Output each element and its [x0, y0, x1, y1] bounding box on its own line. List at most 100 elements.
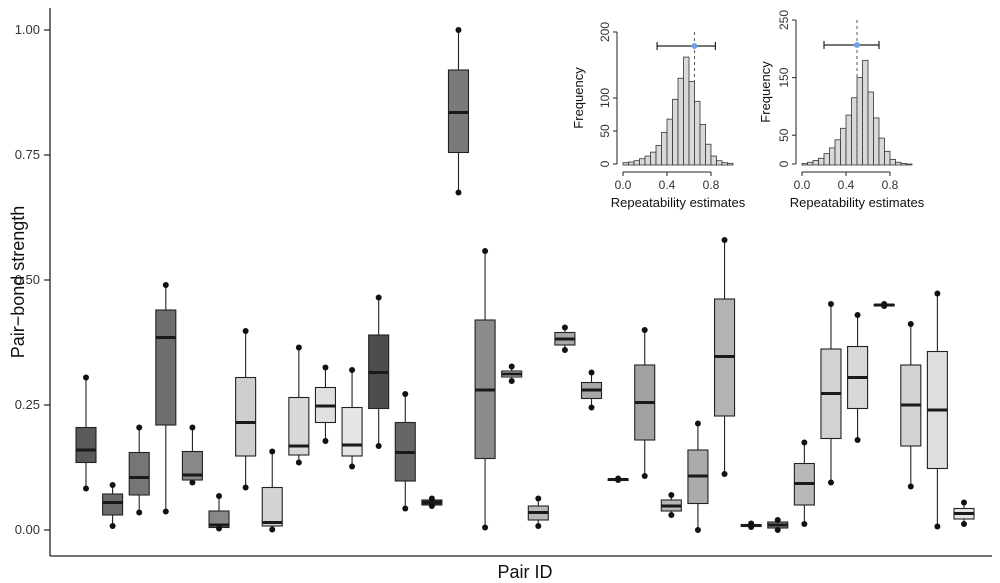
box-body [155, 309, 177, 426]
whisker-high-point [269, 448, 276, 455]
whisker-high-point [535, 495, 542, 502]
inset-y-axis-title: Frequency [758, 61, 773, 123]
y-axis-ticks: 0.00 0.25 0.50 0.75 1.00 [15, 22, 50, 537]
whisker-high-point [295, 344, 302, 351]
histogram-bar [834, 139, 841, 166]
histogram-bar [639, 158, 646, 166]
y-tick-label: 0.25 [15, 397, 40, 412]
box-1 [75, 374, 97, 492]
histogram-bar [666, 118, 673, 166]
histogram-bar [818, 157, 825, 166]
whisker-high-point [402, 391, 409, 397]
inset-x-tick-label: 0.4 [838, 178, 855, 192]
histogram-bar [644, 155, 651, 166]
histogram-bar [867, 91, 874, 166]
whisker-high-point [801, 439, 808, 446]
histogram-bar [884, 150, 891, 166]
histogram-bar [710, 155, 717, 166]
box-body [75, 426, 97, 464]
histogram-bar [677, 77, 684, 166]
box-30 [847, 312, 869, 443]
inset-y-tick-label: 0 [598, 160, 612, 167]
inset-y-tick-label: 250 [777, 10, 791, 30]
point-estimate-dot [691, 43, 698, 49]
histogram-bar [856, 77, 863, 166]
histogram-bar [683, 56, 690, 166]
box-23 [660, 492, 682, 518]
whisker-high-point [641, 327, 648, 333]
histogram-bar [862, 59, 869, 166]
box-32 [900, 321, 922, 490]
whisker-low-point [269, 526, 276, 533]
histogram-bar [716, 160, 723, 166]
whisker-low-point [83, 485, 89, 492]
whisker-high-point [482, 248, 489, 254]
histogram-bar [661, 131, 668, 166]
box-body [128, 451, 150, 496]
inset-x-tick-label: 0.0 [794, 178, 811, 192]
histogram-bar [807, 161, 814, 166]
y-tick-label: 0.75 [15, 147, 40, 162]
whisker-low-point [854, 437, 861, 443]
histogram-bar [895, 161, 902, 166]
inset-y-tick-label: 200 [598, 22, 612, 42]
histogram-bar [655, 145, 662, 166]
inset-x-tick-label: 0.8 [882, 178, 899, 192]
whisker-low-point [615, 477, 622, 483]
histogram-bar [889, 158, 896, 166]
whisker-low-point [162, 508, 169, 515]
histogram-bar [906, 163, 913, 166]
whisker-high-point [136, 424, 143, 431]
histogram-bar [900, 163, 907, 166]
box-18 [527, 495, 549, 529]
box-10 [314, 364, 337, 444]
histogram-bar [829, 147, 836, 166]
whisker-low-point [535, 523, 542, 529]
whisker-high-point [349, 367, 356, 373]
histogram-bar [688, 81, 695, 166]
whisker-low-point [216, 525, 223, 532]
whisker-low-point [295, 459, 302, 466]
whisker-low-point [109, 523, 116, 529]
box-31 [873, 301, 895, 309]
whisker-high-point [189, 424, 196, 431]
histogram-bar [699, 124, 706, 166]
inset-y-tick-label: 50 [777, 128, 791, 142]
box-27 [767, 517, 789, 533]
box-34 [953, 499, 975, 527]
whisker-low-point [136, 509, 143, 516]
box-7 [235, 328, 257, 491]
x-axis-title: Pair ID [497, 562, 552, 582]
histogram-bar [622, 162, 629, 166]
inset-y-tick-label: 0 [777, 160, 791, 167]
box-29 [820, 301, 842, 486]
point-estimate-dot [854, 42, 860, 48]
main-boxplot: 0.000.250.500.751.00 Pair ID Pair−bond s… [8, 8, 992, 582]
whisker-high-point [854, 312, 861, 318]
inset-histogram-2: 0 50 150 250 0.0 0.4 0.8 Repeatability estimate… [758, 10, 925, 210]
whisker-low-point [774, 527, 781, 533]
whisker-high-point [109, 482, 116, 488]
box-4 [155, 282, 177, 515]
histogram-bar [812, 160, 819, 166]
box-body [102, 493, 124, 516]
box-21 [607, 475, 629, 483]
histogram-bar [878, 137, 885, 166]
histogram-bar [628, 161, 635, 166]
whisker-low-point [375, 443, 382, 449]
box-2 [102, 482, 124, 529]
whisker-low-point [907, 483, 914, 490]
boxes-layer [75, 27, 975, 533]
histogram-bar [801, 163, 808, 166]
box-28 [793, 439, 815, 527]
box-22 [634, 327, 656, 479]
box-5 [181, 424, 203, 486]
whisker-high-point [694, 420, 701, 427]
whisker-low-point [402, 505, 409, 512]
histogram-bar [873, 117, 880, 166]
whisker-low-point [322, 438, 329, 444]
box-17 [501, 363, 523, 384]
inset-y-axis-title: Frequency [571, 67, 586, 129]
inset-y-tick-label: 100 [598, 88, 612, 108]
inset-histogram-1: 0 50 100 200 0.0 0.4 0.8 Repeatability estimate… [571, 22, 746, 210]
